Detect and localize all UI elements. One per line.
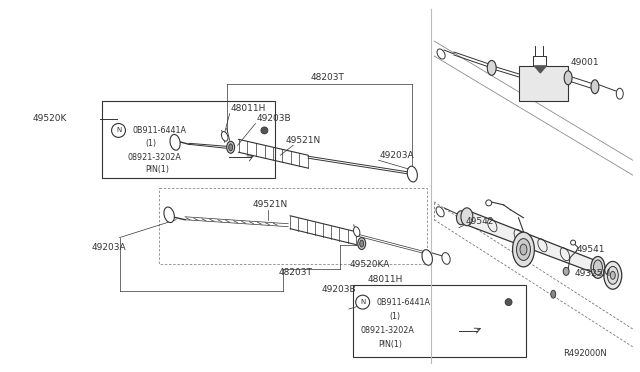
Ellipse shape	[520, 244, 527, 255]
Ellipse shape	[593, 260, 602, 275]
Ellipse shape	[407, 166, 417, 182]
Ellipse shape	[563, 267, 569, 275]
Text: (1): (1)	[145, 139, 156, 148]
Text: 49521N: 49521N	[285, 136, 321, 145]
Ellipse shape	[551, 290, 556, 298]
Ellipse shape	[571, 240, 575, 245]
Text: PIN(1): PIN(1)	[378, 340, 403, 349]
Text: 49203B: 49203B	[257, 114, 291, 123]
Ellipse shape	[516, 238, 531, 260]
Text: 08921-3202A: 08921-3202A	[127, 153, 181, 162]
Ellipse shape	[436, 207, 444, 217]
Ellipse shape	[111, 124, 125, 137]
Text: 49325M: 49325M	[574, 269, 611, 278]
Text: 48011H: 48011H	[230, 104, 266, 113]
Ellipse shape	[170, 134, 180, 150]
Ellipse shape	[564, 71, 572, 85]
Polygon shape	[466, 210, 598, 274]
Text: 48203T: 48203T	[310, 73, 344, 82]
Text: (1): (1)	[390, 311, 401, 321]
Text: 48011H: 48011H	[367, 275, 403, 284]
Text: 49520K: 49520K	[32, 114, 67, 123]
Ellipse shape	[164, 207, 174, 222]
Ellipse shape	[358, 238, 365, 250]
Bar	[102, 101, 275, 178]
Ellipse shape	[422, 250, 433, 265]
Ellipse shape	[461, 208, 473, 226]
Ellipse shape	[616, 88, 623, 99]
Ellipse shape	[604, 262, 621, 289]
Text: N: N	[116, 128, 121, 134]
Text: 0B911-6441A: 0B911-6441A	[376, 298, 431, 307]
Text: 48203T: 48203T	[278, 268, 312, 277]
Text: 49203B: 49203B	[322, 285, 356, 294]
Ellipse shape	[456, 211, 465, 225]
Ellipse shape	[353, 227, 360, 237]
Ellipse shape	[227, 141, 235, 153]
Ellipse shape	[513, 232, 534, 267]
Ellipse shape	[261, 127, 268, 134]
Bar	[518, 66, 568, 101]
Text: 49203A: 49203A	[380, 151, 414, 160]
Ellipse shape	[591, 80, 599, 94]
Text: 08921-3202A: 08921-3202A	[361, 326, 415, 336]
Text: 0B911-6441A: 0B911-6441A	[132, 126, 186, 135]
Ellipse shape	[442, 253, 450, 264]
Ellipse shape	[607, 266, 618, 284]
Text: 49541: 49541	[576, 245, 605, 254]
Text: R492000N: R492000N	[563, 349, 607, 358]
Text: 49521N: 49521N	[253, 201, 288, 209]
Ellipse shape	[356, 295, 370, 309]
Text: PIN(1): PIN(1)	[145, 165, 170, 174]
Text: N: N	[360, 299, 365, 305]
Ellipse shape	[486, 200, 492, 206]
Text: 49203A: 49203A	[92, 243, 126, 252]
Bar	[353, 285, 527, 357]
Polygon shape	[534, 66, 547, 73]
Text: 49542: 49542	[466, 217, 494, 226]
Ellipse shape	[228, 144, 233, 151]
Ellipse shape	[487, 60, 496, 76]
Ellipse shape	[437, 49, 445, 59]
Text: 49001: 49001	[570, 58, 599, 67]
Text: 49520KA: 49520KA	[350, 260, 390, 269]
Ellipse shape	[591, 256, 605, 278]
Ellipse shape	[611, 271, 615, 279]
Ellipse shape	[505, 299, 512, 306]
Ellipse shape	[221, 132, 228, 141]
Ellipse shape	[360, 240, 364, 247]
